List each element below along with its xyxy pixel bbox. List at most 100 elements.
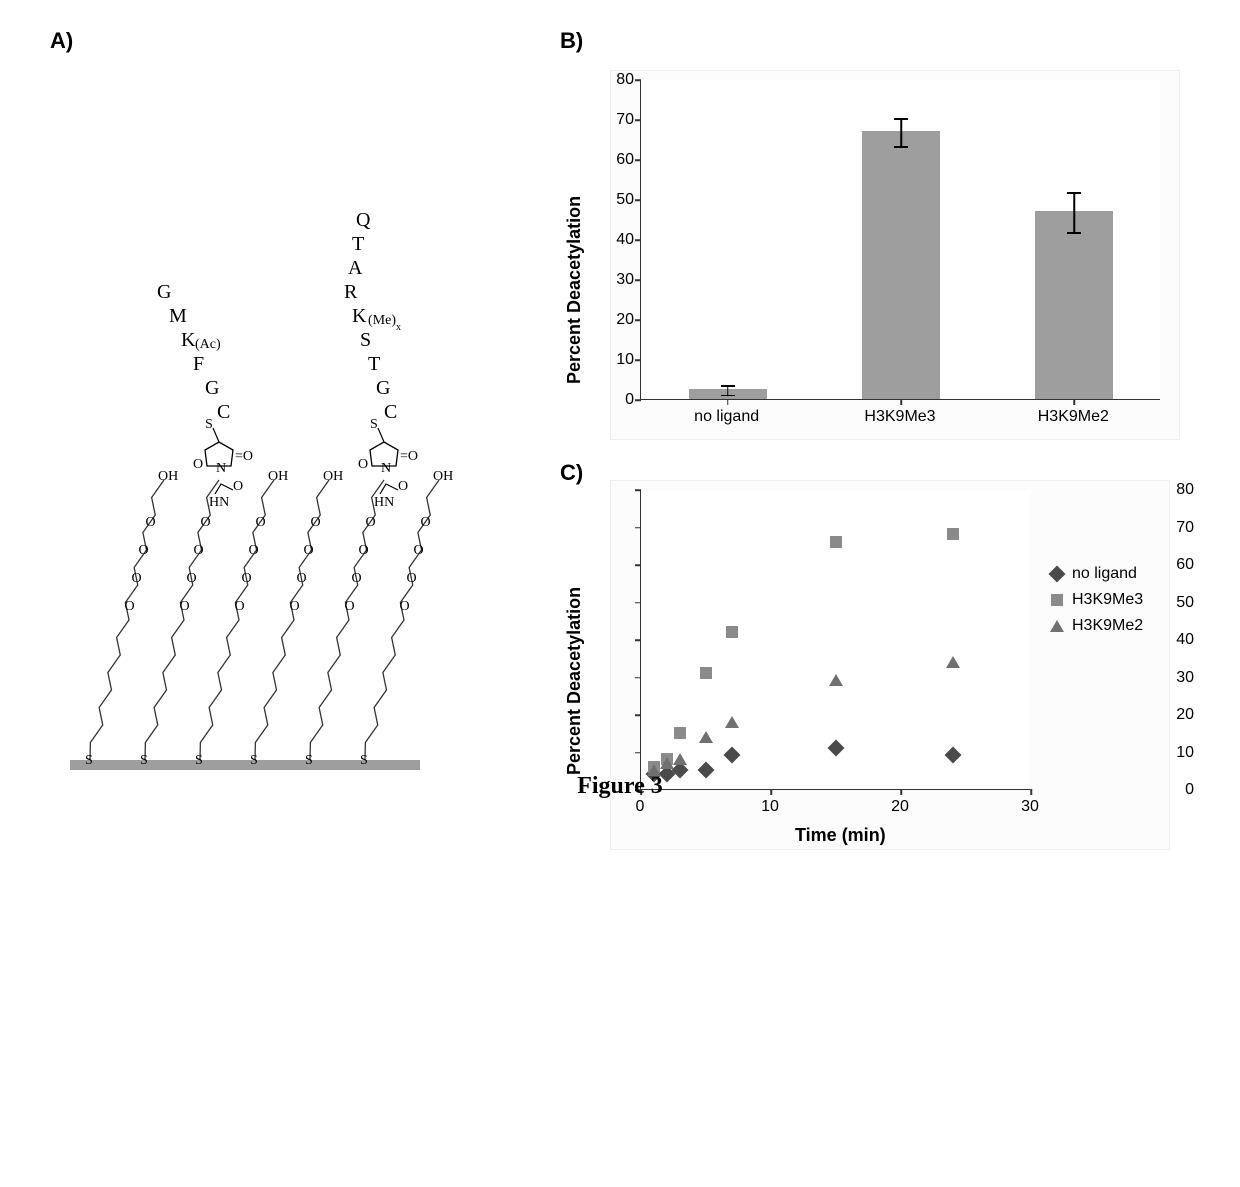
bar-y-tick [635, 359, 641, 361]
hydroxyl-terminus: OH [323, 469, 343, 484]
oxygen-atom: O [311, 515, 321, 530]
bar-y-tick [635, 159, 641, 161]
scatter-x-tick-label: 30 [1021, 798, 1039, 816]
oxygen-atom: O [194, 543, 204, 558]
error-cap [894, 118, 908, 120]
carbonyl-o: O [233, 479, 243, 494]
peptide-residue: F [193, 353, 204, 375]
scatter-y-tick [635, 564, 641, 566]
sulfur-atom: S [360, 753, 368, 768]
bar-y-tick [635, 79, 641, 81]
oxygen-atom: O [132, 571, 142, 586]
peptide-residue: S [360, 329, 371, 351]
peptide-residue: K [181, 329, 196, 351]
error-cap [1067, 232, 1081, 234]
bar-x-tick-label: H3K9Me2 [1038, 408, 1109, 426]
error-cap [721, 395, 735, 397]
peptide-residue: Q [356, 209, 371, 231]
ring-n: N [381, 461, 391, 476]
bar-y-tick-label: 80 [540, 71, 634, 89]
peptide-residue: G [376, 377, 390, 399]
oxygen-atom: O [242, 571, 252, 586]
bar-y-tick-label: 20 [540, 311, 634, 329]
scatter-x-tick-label: 20 [891, 798, 909, 816]
bar-y-tick-label: 50 [540, 191, 634, 209]
oxygen-atom: O [201, 515, 211, 530]
bar-x-tick-label: H3K9Me3 [864, 408, 935, 426]
peptide-residue: T [352, 233, 364, 255]
thioether-s: S [205, 417, 213, 432]
panel-b-bar-chart: Percent Deacetylation 01020304050607080n… [540, 60, 1200, 460]
scatter-point [674, 727, 686, 739]
oxygen-atom: O [187, 571, 197, 586]
peptide-residue: C [384, 401, 397, 423]
scatter-point [660, 757, 674, 769]
bar-y-tick [635, 199, 641, 201]
figure-caption: Figure 3 [20, 773, 1220, 800]
modification-label: (Me)x [368, 313, 401, 333]
scatter-y-tick [635, 602, 641, 604]
oxygen-atom: O [366, 515, 376, 530]
oxygen-atom: O [352, 571, 362, 586]
amine-label: HN [209, 495, 229, 510]
bar-y-tick-label: 40 [540, 231, 634, 249]
bar-y-tick [635, 399, 641, 401]
peptide-residue: G [157, 281, 171, 303]
scatter-y-tick [635, 677, 641, 679]
scatter-x-tick-label: 0 [636, 798, 645, 816]
error-bar [900, 118, 902, 146]
peptide-residue: C [217, 401, 230, 423]
scatter-point [830, 742, 842, 754]
scatter-y-tick-label: 10 [1100, 744, 1194, 762]
scatter-point [699, 731, 713, 743]
peptide-residue: R [344, 281, 358, 303]
bar-x-tick [900, 399, 902, 405]
oxygen-atom: O [421, 515, 431, 530]
error-cap [894, 146, 908, 148]
carbamate-bond [215, 484, 233, 494]
bar-y-tick [635, 279, 641, 281]
oxygen-atom: O [414, 543, 424, 558]
scatter-point [726, 749, 738, 761]
hydroxyl-terminus: OH [433, 469, 453, 484]
oxygen-atom: O [297, 571, 307, 586]
scatter-point [673, 753, 687, 765]
scatter-y-axis-label: Percent Deacetylation [564, 587, 585, 775]
bar-x-tick [727, 399, 729, 405]
oxygen-atom: O [125, 599, 135, 614]
bar-y-tick-label: 30 [540, 271, 634, 289]
scatter-point [947, 528, 959, 540]
carbonyl-o: O [358, 457, 368, 472]
peptide-residue: G [205, 377, 219, 399]
scatter-point [946, 656, 960, 668]
scatter-y-tick-label: 60 [1100, 556, 1194, 574]
carbonyl-o: =O [235, 449, 253, 464]
oxygen-atom: O [249, 543, 259, 558]
panel-a-diagram: SOOOOOHSOOOOSOOOOOHSOOOOOHSOOOOSOOOOOHHN… [40, 50, 540, 810]
scatter-y-tick-label: 20 [1100, 706, 1194, 724]
carbamate-bond [380, 484, 398, 494]
peptide-residue: A [348, 257, 363, 279]
scatter-y-tick [635, 489, 641, 491]
bar-y-tick [635, 239, 641, 241]
peptide-sam-diagram: SOOOOOHSOOOOSOOOOOHSOOOOOHSOOOOSOOOOOHHN… [40, 50, 540, 810]
oxygen-atom: O [256, 515, 266, 530]
modification-label: (Ac) [195, 337, 221, 352]
amine-label: HN [374, 495, 394, 510]
sulfur-atom: S [305, 753, 313, 768]
sulfur-atom: S [85, 753, 93, 768]
bar-y-tick-label: 70 [540, 111, 634, 129]
scatter-x-tick-label: 10 [761, 798, 779, 816]
peptide-residue: T [368, 353, 380, 375]
bar-x-tick [1074, 399, 1076, 405]
scatter-point [726, 626, 738, 638]
scatter-y-tick [635, 527, 641, 529]
bar-y-tick [635, 119, 641, 121]
bar-x-tick-label: no ligand [694, 408, 759, 426]
oxygen-atom: O [407, 571, 417, 586]
scatter-y-tick [635, 752, 641, 754]
oxygen-atom: O [304, 543, 314, 558]
error-cap [721, 385, 735, 387]
scatter-point [829, 674, 843, 686]
carbonyl-o: =O [400, 449, 418, 464]
